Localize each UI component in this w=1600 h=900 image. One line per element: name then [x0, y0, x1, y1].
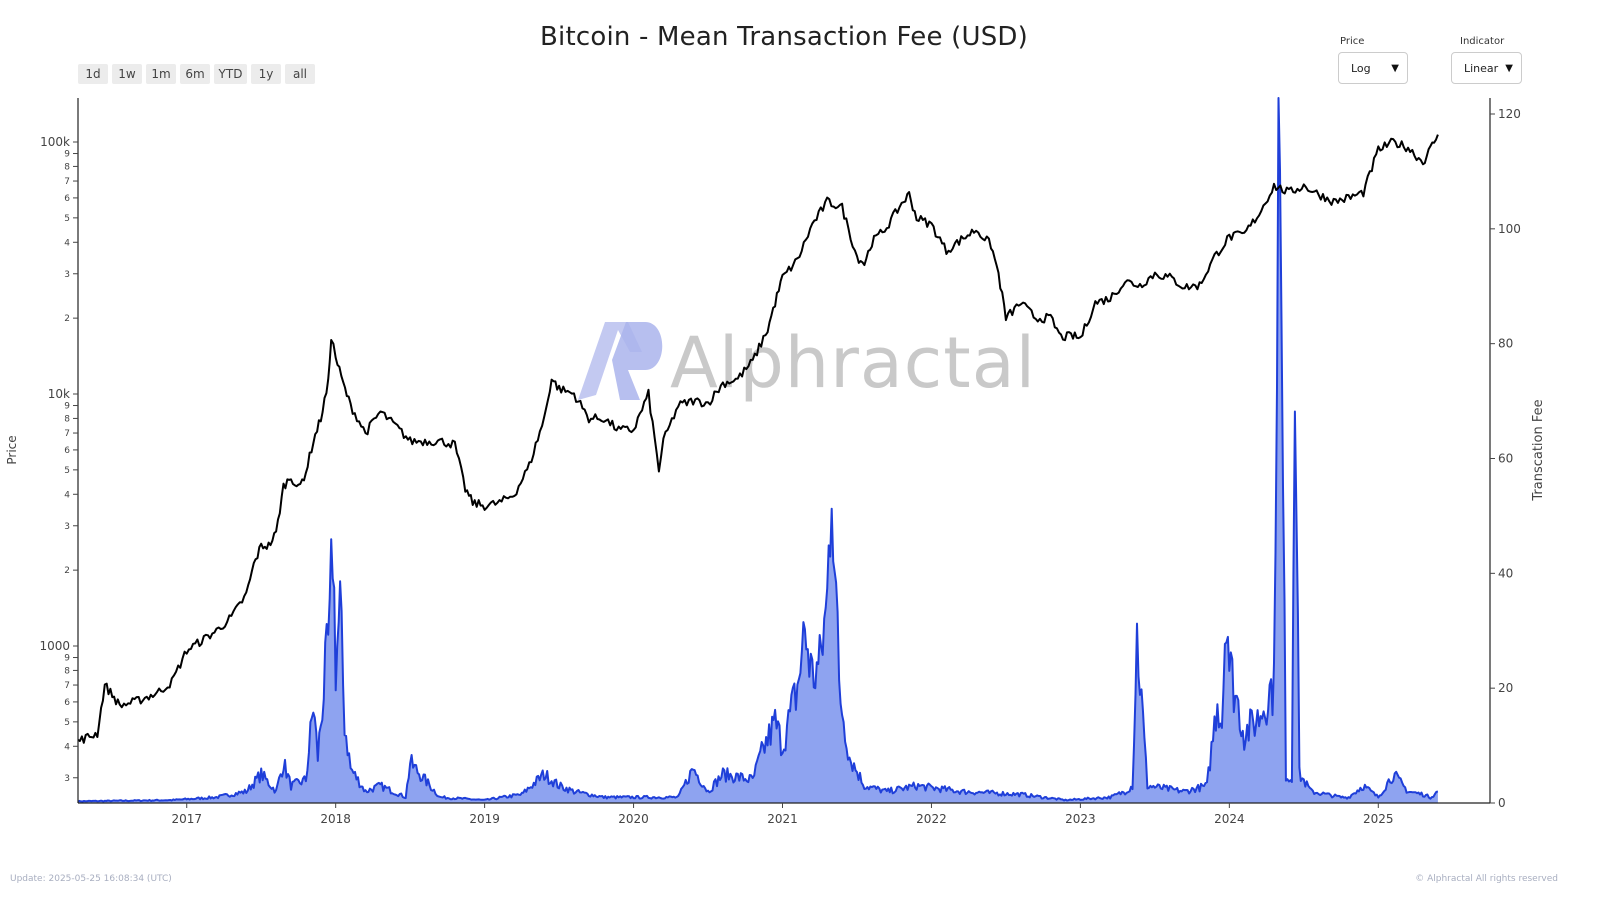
svg-text:2018: 2018 — [320, 812, 351, 826]
svg-text:100: 100 — [1498, 222, 1521, 236]
svg-text:7: 7 — [64, 681, 70, 691]
svg-text:4: 4 — [64, 238, 70, 248]
svg-text:6: 6 — [64, 194, 70, 204]
svg-text:2023: 2023 — [1065, 812, 1096, 826]
range-1d-button[interactable]: 1d — [78, 64, 108, 84]
svg-text:100k: 100k — [40, 135, 70, 149]
range-1y-button[interactable]: 1y — [251, 64, 281, 84]
svg-text:2022: 2022 — [916, 812, 947, 826]
fee-series — [77, 97, 1439, 803]
range-ytd-button[interactable]: YTD — [214, 64, 247, 84]
range-1m-button[interactable]: 1m — [146, 64, 176, 84]
indicator-scale-value: Linear — [1464, 61, 1499, 75]
svg-text:2: 2 — [64, 566, 70, 576]
indicator-scale-select[interactable]: Linear ▼ — [1451, 52, 1522, 84]
svg-text:2020: 2020 — [618, 812, 649, 826]
svg-text:2024: 2024 — [1214, 812, 1245, 826]
indicator-scale-label: Indicator — [1460, 36, 1505, 47]
svg-text:80: 80 — [1498, 337, 1513, 351]
svg-text:6: 6 — [64, 698, 70, 708]
svg-text:3: 3 — [64, 774, 70, 784]
svg-text:10k: 10k — [48, 387, 70, 401]
price-scale-value: Log — [1351, 61, 1371, 75]
price-series — [77, 134, 1439, 744]
svg-text:120: 120 — [1498, 107, 1521, 121]
chart-axes: 1000 10k 100k 3 4 5 6 7 8 9 2 3 4 5 6 7 8 9 2 3 4 5 6 7 8 9 Price 0… — [5, 98, 1546, 826]
svg-text:2025: 2025 — [1363, 812, 1394, 826]
svg-text:5: 5 — [64, 214, 70, 224]
svg-text:2021: 2021 — [767, 812, 798, 826]
svg-text:3: 3 — [64, 270, 70, 280]
svg-text:7: 7 — [64, 177, 70, 187]
svg-text:9: 9 — [64, 402, 70, 412]
svg-text:9: 9 — [64, 654, 70, 664]
svg-text:20: 20 — [1498, 681, 1513, 695]
svg-text:2: 2 — [64, 314, 70, 324]
update-timestamp: Update: 2025-05-25 16:08:34 (UTC) — [10, 874, 172, 884]
chart-title: Bitcoin - Mean Transaction Fee (USD) — [539, 22, 1028, 52]
svg-text:60: 60 — [1498, 452, 1513, 466]
range-1w-button[interactable]: 1w — [112, 64, 142, 84]
price-scale-label: Price — [1340, 36, 1365, 47]
svg-text:7: 7 — [64, 429, 70, 439]
svg-text:40: 40 — [1498, 566, 1513, 580]
copyright-text: © Alphractal All rights reserved — [1415, 874, 1558, 884]
watermark-text: Alphractal — [670, 322, 1037, 404]
svg-text:8: 8 — [64, 666, 70, 676]
dropdown-caret-icon: ▼ — [1505, 62, 1513, 74]
svg-text:8: 8 — [64, 162, 70, 172]
svg-text:3: 3 — [64, 522, 70, 532]
svg-text:4: 4 — [64, 490, 70, 500]
svg-text:4: 4 — [64, 742, 70, 752]
svg-text:5: 5 — [64, 466, 70, 476]
svg-text:2019: 2019 — [469, 812, 500, 826]
svg-text:9: 9 — [64, 150, 70, 160]
price-scale-select[interactable]: Log ▼ — [1338, 52, 1408, 84]
svg-text:6: 6 — [64, 446, 70, 456]
right-axis-title: Transcation Fee — [1531, 399, 1546, 501]
svg-text:5: 5 — [64, 718, 70, 728]
indicator-scale-control: Indicator Linear ▼ — [1451, 36, 1522, 84]
range-all-button[interactable]: all — [285, 64, 315, 84]
svg-text:0: 0 — [1498, 796, 1506, 810]
range-6m-button[interactable]: 6m — [180, 64, 210, 84]
svg-text:1000: 1000 — [39, 639, 70, 653]
svg-text:2017: 2017 — [171, 812, 202, 826]
left-axis-title: Price — [5, 435, 19, 464]
range-selector: 1d 1w 1m 6m YTD 1y all — [78, 64, 315, 84]
dropdown-caret-icon: ▼ — [1391, 62, 1399, 74]
price-scale-control: Price Log ▼ — [1338, 36, 1408, 84]
svg-text:8: 8 — [64, 414, 70, 424]
